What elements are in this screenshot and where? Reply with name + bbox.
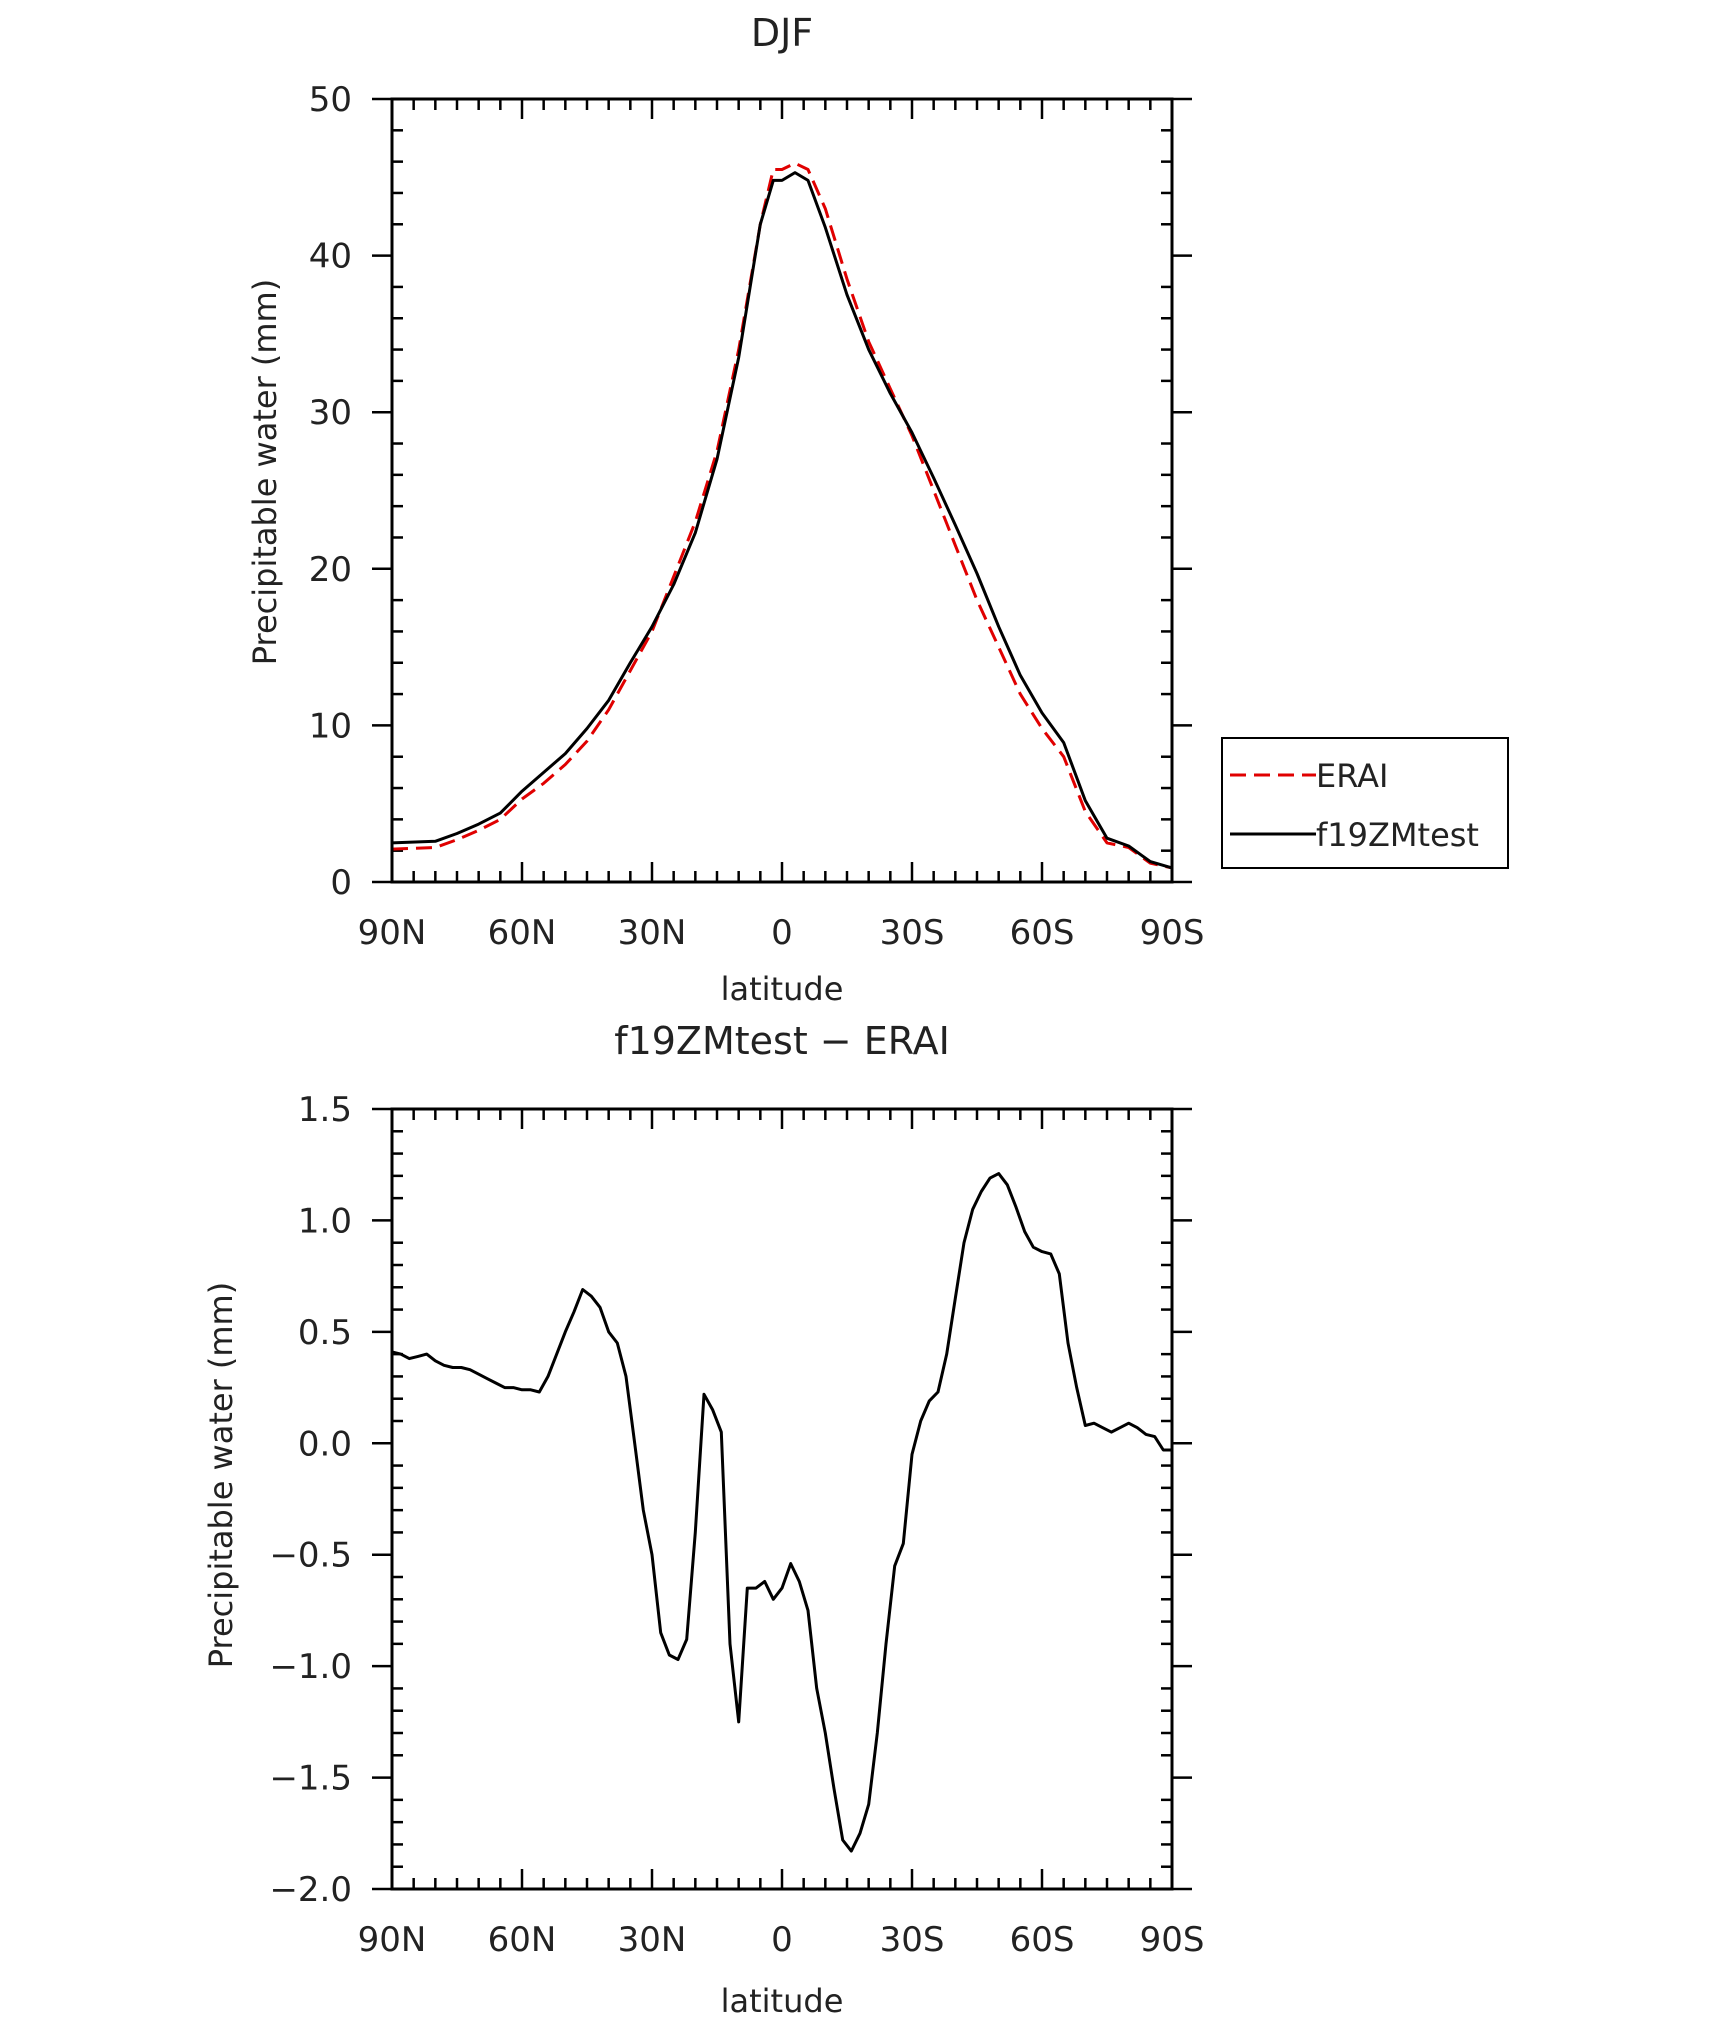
y-tick-label: 10 bbox=[309, 706, 352, 746]
x-tick-label: 30S bbox=[880, 1920, 945, 1960]
plot-frame bbox=[390, 97, 1174, 884]
y-tick-label: −1.0 bbox=[269, 1647, 352, 1687]
series-line-difference bbox=[391, 1172, 1172, 1853]
x-tick-label: 60S bbox=[1010, 1920, 1075, 1960]
data-lines bbox=[391, 1172, 1172, 1853]
series-line-f19zmtest bbox=[391, 171, 1173, 870]
y-tick-label: −2.0 bbox=[269, 1870, 352, 1910]
y-tick-label: 0.0 bbox=[298, 1424, 352, 1464]
y-tick-label: 50 bbox=[309, 80, 352, 120]
x-tick-label: 30N bbox=[618, 1920, 687, 1960]
x-tick-label: 90S bbox=[1140, 913, 1205, 953]
x-tick-label: 90N bbox=[358, 913, 427, 953]
y-tick-label: 1.5 bbox=[298, 1090, 352, 1130]
x-tick-label: 30N bbox=[618, 913, 687, 953]
chart-top: DJF Precipitable water (mm) latitude 90N… bbox=[246, 11, 1204, 1008]
x-tick-label: 30S bbox=[880, 913, 945, 953]
y-tick-labels: 0 10 20 30 40 50 bbox=[309, 80, 352, 903]
y-tick-label: −0.5 bbox=[269, 1536, 352, 1576]
y-axis-label: Precipitable water (mm) bbox=[246, 279, 284, 665]
x-tick-labels: 90N 60N 30N 0 30S 60S 90S bbox=[358, 913, 1205, 953]
y-tick-label: 30 bbox=[309, 393, 352, 433]
x-axis-label: latitude bbox=[721, 970, 844, 1008]
x-tick-label: 0 bbox=[771, 1920, 793, 1960]
axis-ticks bbox=[372, 97, 1192, 884]
x-tick-labels: 90N 60N 30N 0 30S 60S 90S bbox=[358, 1920, 1205, 1960]
x-tick-label: 60N bbox=[488, 913, 557, 953]
data-lines bbox=[391, 161, 1173, 870]
x-axis-label: latitude bbox=[721, 1982, 844, 2020]
y-tick-labels: −2.0 −1.5 −1.0 −0.5 0.0 0.5 1.0 1.5 bbox=[269, 1090, 352, 1910]
plot-frame bbox=[390, 1107, 1174, 1891]
x-tick-label: 90S bbox=[1140, 1920, 1205, 1960]
legend-label-erai: ERAI bbox=[1316, 757, 1388, 795]
y-axis-label: Precipitable water (mm) bbox=[202, 1282, 240, 1668]
y-tick-label: −1.5 bbox=[269, 1759, 352, 1799]
axis-ticks bbox=[372, 1107, 1192, 1891]
chart-title: f19ZMtest − ERAI bbox=[614, 1019, 950, 1063]
series-line-erai bbox=[391, 161, 1173, 870]
chart-title: DJF bbox=[751, 11, 813, 55]
x-tick-label: 60S bbox=[1010, 913, 1075, 953]
x-tick-label: 0 bbox=[771, 913, 793, 953]
y-tick-label: 40 bbox=[309, 237, 352, 277]
x-tick-label: 90N bbox=[358, 1920, 427, 1960]
x-tick-label: 60N bbox=[488, 1920, 557, 1960]
legend-label-f19zmtest: f19ZMtest bbox=[1316, 816, 1479, 854]
legend: ERAI f19ZMtest bbox=[1221, 737, 1509, 869]
y-tick-label: 20 bbox=[309, 550, 352, 590]
y-tick-label: 1.0 bbox=[298, 1201, 352, 1241]
legend-box bbox=[1221, 737, 1509, 869]
y-tick-label: 0 bbox=[330, 863, 352, 903]
y-tick-label: 0.5 bbox=[298, 1313, 352, 1353]
chart-bottom: f19ZMtest − ERAI Precipitable water (mm)… bbox=[202, 1019, 1204, 2020]
